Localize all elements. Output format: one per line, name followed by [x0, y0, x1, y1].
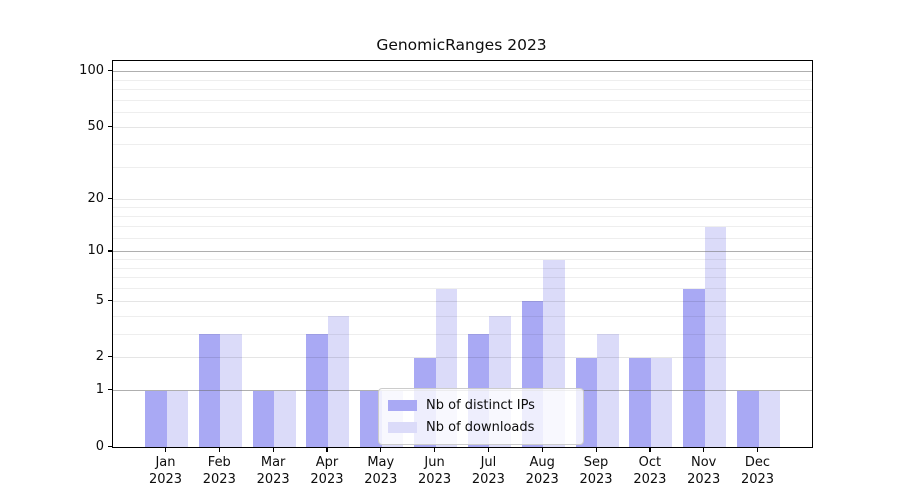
x-tick-mark-jul	[487, 447, 490, 452]
bar-sep-downloads	[597, 334, 619, 447]
y-tick-mark-0	[107, 445, 112, 447]
plot-area: Nb of distinct IPs Nb of downloads	[112, 60, 813, 448]
y-tick-mark-1	[107, 389, 112, 391]
bar-feb-distinct-ips	[198, 334, 221, 447]
y-tick-mark-100	[107, 70, 112, 72]
bar-nov-downloads	[704, 226, 727, 447]
x-tick-mark-jan	[165, 447, 167, 452]
y-tick-label-50: 50	[87, 118, 104, 134]
legend-label-downloads: Nb of downloads	[426, 419, 535, 435]
x-tick-mark-mar	[272, 447, 274, 452]
x-tick-label-jan: Jan 2023	[148, 455, 183, 487]
y-tick-label-10: 10	[87, 243, 104, 259]
x-tick-mark-nov	[703, 447, 705, 452]
x-tick-mark-sep	[595, 447, 597, 452]
y-tick-mark-50	[107, 125, 112, 127]
bar-dec-distinct-ips	[737, 390, 759, 447]
x-tick-mark-oct	[649, 447, 651, 452]
x-tick-mark-dec	[757, 447, 759, 452]
legend-row-downloads: Nb of downloads	[388, 416, 574, 438]
x-tick-label-aug: Aug 2023	[525, 455, 559, 487]
legend-swatch-downloads	[388, 421, 417, 433]
bar-oct-downloads	[650, 357, 673, 447]
chart-title: GenomicRanges 2023	[376, 36, 547, 54]
y-tick-label-2: 2	[95, 349, 104, 365]
bar-nov-distinct-ips	[683, 288, 705, 447]
bar-mar-downloads	[274, 390, 296, 447]
x-tick-label-may: May 2023	[364, 455, 398, 487]
y-tick-label-5: 5	[95, 292, 104, 308]
x-tick-mark-feb	[218, 447, 220, 452]
x-tick-label-sep: Sep 2023	[579, 455, 613, 487]
x-tick-label-dec: Dec 2023	[740, 455, 775, 487]
x-tick-label-nov: Nov 2023	[687, 455, 721, 487]
x-tick-label-jul: Jul 2023	[471, 455, 505, 487]
x-tick-mark-jun	[434, 447, 436, 452]
x-tick-label-mar: Mar 2023	[256, 455, 290, 487]
x-tick-label-jun: Jun 2023	[418, 455, 452, 487]
y-tick-label-100: 100	[79, 63, 104, 79]
bar-jan-distinct-ips	[145, 390, 167, 447]
legend-label-distinct-ips: Nb of distinct IPs	[426, 397, 535, 413]
x-tick-label-feb: Feb 2023	[202, 455, 236, 487]
x-tick-label-apr: Apr 2023	[310, 455, 344, 487]
x-tick-mark-may	[380, 447, 382, 452]
y-tick-mark-2	[107, 356, 112, 358]
bar-oct-distinct-ips	[629, 357, 651, 447]
legend-swatch-distinct-ips	[388, 399, 417, 411]
bar-jan-downloads	[166, 390, 188, 447]
y-tick-label-20: 20	[87, 190, 104, 206]
bar-may-distinct-ips	[360, 390, 382, 447]
bar-dec-downloads	[758, 390, 780, 447]
y-tick-label-1: 1	[95, 382, 104, 398]
bar-mar-distinct-ips	[252, 390, 275, 447]
legend: Nb of distinct IPs Nb of downloads	[378, 388, 584, 445]
y-tick-mark-20	[107, 197, 112, 200]
bar-apr-downloads	[327, 316, 350, 447]
y-tick-mark-10	[107, 250, 112, 252]
bar-apr-distinct-ips	[306, 334, 328, 447]
y-tick-label-0: 0	[95, 438, 104, 454]
x-tick-mark-apr	[326, 447, 328, 452]
legend-row-distinct-ips: Nb of distinct IPs	[388, 394, 574, 416]
bar-feb-downloads	[220, 334, 242, 447]
x-tick-label-oct: Oct 2023	[633, 455, 667, 487]
y-tick-mark-5	[107, 299, 112, 301]
x-tick-mark-aug	[541, 447, 543, 452]
